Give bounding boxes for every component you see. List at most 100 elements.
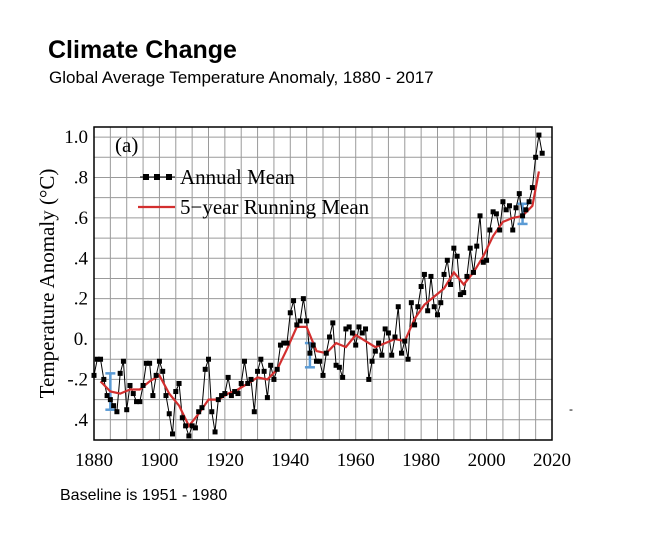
y-tick-label: .2 (74, 289, 88, 310)
y-tick-label: .8 (74, 167, 88, 188)
annual-mean-point (480, 259, 486, 265)
legend-marker (143, 174, 149, 180)
annual-mean-point (98, 356, 104, 362)
annual-mean-point (294, 322, 300, 328)
annual-mean-point (435, 312, 440, 318)
annual-mean-point (448, 282, 454, 288)
annual-mean-point (327, 334, 333, 340)
annual-mean-point (137, 399, 143, 405)
annual-mean-point (120, 358, 126, 364)
baseline-note: Baseline is 1951 - 1980 (60, 487, 228, 504)
annual-mean-point (107, 397, 113, 403)
annual-mean-point (297, 318, 303, 324)
annual-mean-point (402, 338, 408, 344)
annual-mean-point (529, 185, 535, 191)
annual-mean-point (438, 300, 444, 306)
annual-mean-point (369, 358, 375, 364)
annual-mean-point (461, 290, 467, 296)
annual-mean-point (353, 342, 359, 348)
y-tick-label: .6 (74, 208, 88, 229)
annual-mean-point (117, 370, 123, 376)
annual-mean-point (114, 409, 120, 415)
annual-mean-point (503, 207, 509, 213)
annual-mean-point (94, 356, 100, 362)
annual-mean-point (271, 376, 277, 382)
annual-mean-point (536, 132, 542, 138)
x-tick-label: 1960 (337, 450, 375, 471)
annual-mean-point (359, 330, 365, 336)
annual-mean-point (179, 415, 185, 421)
annual-mean-point (349, 330, 355, 336)
annual-mean-point (493, 211, 499, 217)
x-tick-label: 1940 (271, 450, 309, 471)
annual-mean-point (451, 245, 457, 251)
annual-mean-point (284, 340, 290, 346)
annual-mean-point (340, 374, 346, 380)
annual-mean-point (228, 393, 234, 399)
annual-mean-point (389, 352, 395, 358)
page-title: Climate Change (48, 36, 237, 64)
annual-mean-point (412, 322, 418, 328)
annual-mean-point (150, 393, 156, 399)
annual-mean-point (153, 372, 159, 378)
annual-markers (91, 132, 545, 439)
annual-mean-point (111, 403, 117, 409)
annual-mean-point (163, 393, 169, 399)
annual-mean-point (258, 356, 264, 362)
annual-mean-point (225, 374, 231, 380)
annual-mean-point (454, 253, 460, 259)
uncertainty-bars (105, 202, 528, 411)
annual-mean-point (310, 342, 316, 348)
annual-mean-point (533, 154, 539, 160)
annual-mean-point (470, 269, 476, 275)
annual-mean-point (196, 409, 202, 415)
annual-mean-point (166, 411, 172, 417)
annual-mean-point (392, 334, 398, 340)
annual-mean-point (444, 257, 450, 263)
annual-mean-point (539, 150, 545, 156)
annual-mean-line (93, 135, 543, 438)
annual-mean-point (101, 376, 107, 382)
annual-mean-point (287, 310, 293, 316)
annual-mean-point (215, 397, 221, 403)
annual-mean-point (421, 271, 427, 277)
annual-mean-point (127, 382, 133, 388)
y-tick-label: -.2 (67, 369, 88, 390)
tick-labels: 1880 1900 1920 1940 1960 1980 2000 2020.4-.20..… (64, 127, 571, 471)
annual-mean-point (336, 364, 342, 370)
y-tick-label: .4 (74, 410, 89, 431)
annual-mean-point (330, 320, 336, 326)
annual-mean-point (189, 423, 195, 429)
annual-mean-point (186, 433, 192, 439)
annual-mean-point (474, 243, 480, 249)
annual-mean-point (251, 409, 257, 415)
annual-mean-point (199, 405, 205, 411)
annual-mean-point (372, 348, 378, 354)
annual-mean-point (143, 360, 149, 366)
annual-mean-point (356, 324, 362, 330)
annual-mean-point (520, 213, 526, 219)
annual-mean-point (382, 326, 388, 332)
annual-mean-point (173, 389, 179, 395)
annual-mean-point (291, 298, 297, 304)
legend-label-running: 5−year Running Mean (180, 195, 370, 219)
annual-mean-point (245, 380, 251, 386)
annual-mean-point (376, 340, 382, 346)
annual-mean-point (441, 271, 447, 277)
annual-mean-point (176, 380, 182, 386)
plot-border (93, 126, 553, 441)
annual-mean-point (248, 376, 254, 382)
annual-mean-point (235, 391, 241, 397)
annual-mean-point (428, 273, 434, 279)
annual-mean-point (526, 199, 532, 205)
annual-mean-point (431, 304, 437, 310)
annual-mean-point (464, 273, 470, 279)
y-tick-label: .4 (74, 248, 89, 269)
annual-mean-point (104, 393, 110, 399)
annual-mean-point (192, 425, 198, 431)
annual-mean-point (323, 350, 329, 356)
annual-mean-point (399, 350, 405, 356)
annual-mean-point (277, 342, 283, 348)
y-tick-label: 1.0 (64, 127, 88, 148)
annual-mean-point (183, 423, 189, 429)
